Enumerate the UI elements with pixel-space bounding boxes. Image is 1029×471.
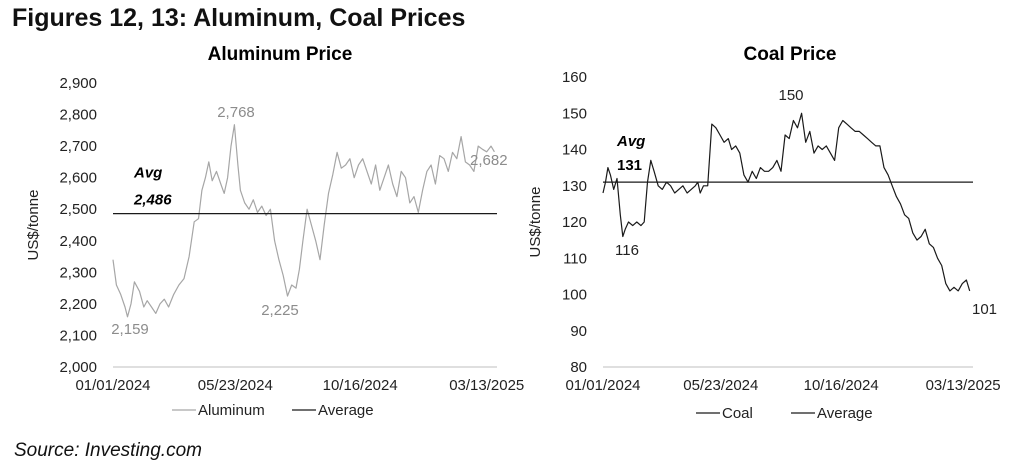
data-annotation: 101: [972, 301, 997, 318]
y-tick-label: 80: [570, 359, 587, 376]
x-tick-label: 05/23/2024: [683, 377, 758, 394]
series-line-coal: [602, 112, 971, 292]
x-tick-label: 03/13/2025: [449, 377, 524, 394]
y-tick-label: 160: [562, 69, 587, 86]
average-value: 131: [617, 157, 642, 174]
y-tick-label: 2,000: [59, 359, 97, 376]
x-tick-label: 03/13/2025: [926, 377, 1001, 394]
y-tick-label: 110: [563, 250, 587, 267]
x-tick-label: 01/01/2024: [75, 377, 150, 394]
series-line-aluminum: [112, 124, 495, 318]
chart-title: Coal Price: [744, 44, 837, 65]
average-label: Avg: [133, 165, 162, 182]
y-tick-label: 90: [570, 323, 587, 340]
data-annotation: 2,225: [261, 302, 299, 319]
chart-1: Aluminum Price US$/tonne 2,000 2,100 2,200 2,…: [25, 44, 524, 419]
x-tick-label: 01/01/2024: [565, 377, 640, 394]
legend: Coal Average: [696, 405, 873, 422]
chart-title: Aluminum Price: [208, 44, 353, 65]
x-tick-label: 05/23/2024: [198, 377, 273, 394]
y-tick-label: 2,200: [59, 296, 97, 313]
y-tick-label: 2,100: [59, 327, 97, 344]
y-tick-label: 2,300: [59, 264, 97, 281]
y-axis-label: US$/tonne: [527, 187, 544, 258]
figure-title: Figures 12, 13: Aluminum, Coal Prices: [12, 4, 466, 32]
average-label: Avg: [616, 133, 645, 150]
y-tick-label: 2,400: [59, 233, 97, 250]
y-tick-label: 140: [562, 142, 587, 159]
x-tick-label: 10/16/2024: [804, 377, 879, 394]
source-note: Source: Investing.com: [14, 440, 202, 461]
legend-entry: Coal: [722, 405, 753, 422]
data-annotation: 116: [615, 242, 639, 259]
data-annotation: 2,159: [111, 321, 149, 338]
y-tick-label: 130: [562, 178, 587, 195]
data-annotation: 2,682: [470, 152, 508, 169]
chart-2: Coal Price US$/tonne 80 90 100 110 120 130 140 15…: [527, 44, 1001, 422]
y-tick-label: 2,500: [59, 201, 97, 218]
y-tick-label: 2,700: [59, 138, 97, 155]
x-tick-label: 10/16/2024: [323, 377, 398, 394]
y-tick-label: 2,600: [59, 170, 97, 187]
y-tick-label: 120: [562, 214, 587, 231]
legend-entry: Average: [817, 405, 873, 422]
y-tick-label: 150: [562, 105, 587, 122]
y-tick-label: 2,800: [59, 107, 97, 124]
legend: Aluminum Average: [172, 402, 374, 419]
y-tick-label: 100: [562, 287, 587, 304]
legend-entry: Average: [318, 402, 374, 419]
y-tick-label: 2,900: [59, 75, 97, 92]
data-annotation: 2,768: [217, 104, 255, 121]
average-value: 2,486: [133, 192, 172, 209]
y-axis-label: US$/tonne: [25, 190, 42, 261]
data-annotation: 150: [778, 87, 803, 104]
legend-entry: Aluminum: [198, 402, 265, 419]
